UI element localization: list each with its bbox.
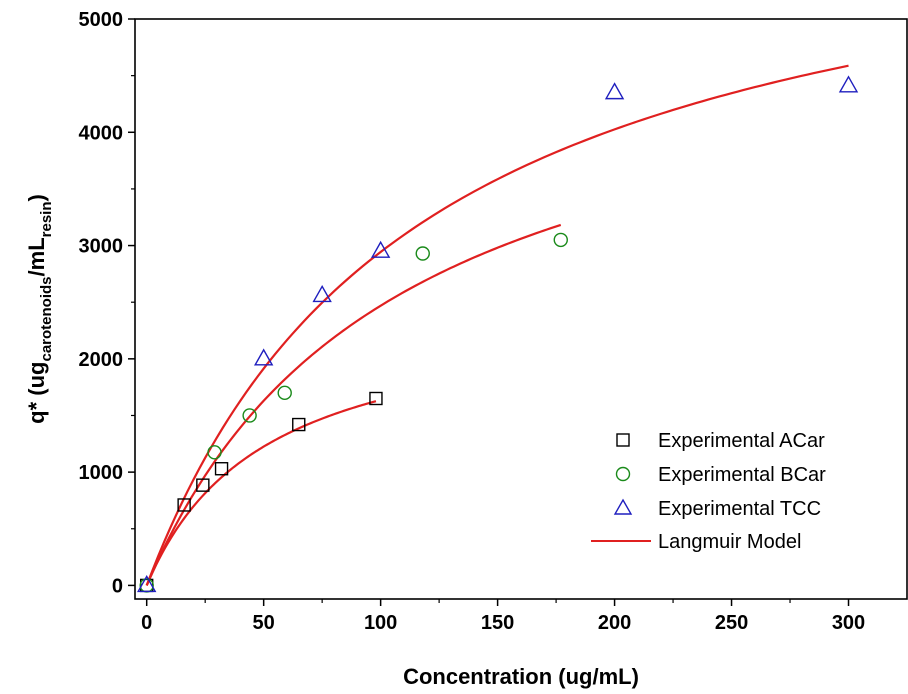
point-square — [177, 498, 191, 512]
y-tick-label: 0 — [112, 575, 123, 597]
point-triangle — [370, 240, 391, 258]
model-curves — [145, 64, 849, 586]
y-tick-label: 2000 — [79, 349, 124, 371]
point-triangle — [604, 82, 625, 100]
x-tick-label: 250 — [715, 612, 748, 634]
x-axis-title: Concentration (ug/mL) — [403, 664, 639, 689]
point-square — [196, 478, 210, 492]
point-circle — [207, 445, 222, 460]
point-triangle — [136, 574, 157, 593]
legend-marker-acar — [616, 433, 630, 447]
legend-marker-tcc — [613, 498, 633, 515]
point-square — [369, 391, 383, 406]
x-tick-label: 150 — [481, 612, 514, 634]
legend: Experimental ACar Experimental BCar Expe… — [591, 430, 826, 553]
legend-label-tcc: Experimental TCC — [658, 498, 821, 520]
x-tick-label: 200 — [598, 612, 631, 634]
x-tick-label: 0 — [141, 612, 152, 634]
y-axis-title: q* (ugcarotenoids/mLresin) — [24, 194, 55, 424]
y-tick-label: 3000 — [79, 236, 124, 258]
data-points — [136, 75, 859, 593]
y-axis-title-end: ) — [24, 194, 49, 201]
x-tick-label: 300 — [832, 612, 865, 634]
legend-marker-bcar — [615, 466, 631, 482]
point-square — [292, 417, 306, 432]
y-axis-title-sub1: carotenoids — [38, 276, 55, 361]
y-tick-label: 5000 — [79, 9, 124, 31]
y-axis-title-mid: /mL — [24, 237, 49, 276]
point-circle — [277, 385, 292, 401]
langmuir-curve-3 — [145, 64, 849, 586]
legend-label-acar: Experimental ACar — [658, 430, 825, 452]
legend-label-bcar: Experimental BCar — [658, 464, 826, 486]
point-triangle — [253, 348, 274, 366]
point-circle — [415, 246, 430, 261]
point-triangle — [838, 75, 859, 93]
y-tick-label: 4000 — [79, 122, 124, 144]
x-tick-label: 50 — [253, 612, 275, 634]
plot-frame — [134, 18, 908, 600]
legend-label-model: Langmuir Model — [658, 531, 801, 553]
y-axis-title-sub2: resin — [38, 201, 55, 237]
point-circle — [242, 408, 257, 423]
langmuir-curve-1 — [145, 400, 377, 586]
point-triangle — [312, 284, 332, 303]
x-tick-label: 100 — [364, 612, 397, 634]
langmuir-curve-2 — [145, 223, 562, 586]
y-axis-title-main: q* (ug — [24, 362, 49, 424]
y-tick-label: 1000 — [79, 462, 124, 484]
point-circle — [553, 232, 568, 248]
point-square — [214, 462, 229, 476]
